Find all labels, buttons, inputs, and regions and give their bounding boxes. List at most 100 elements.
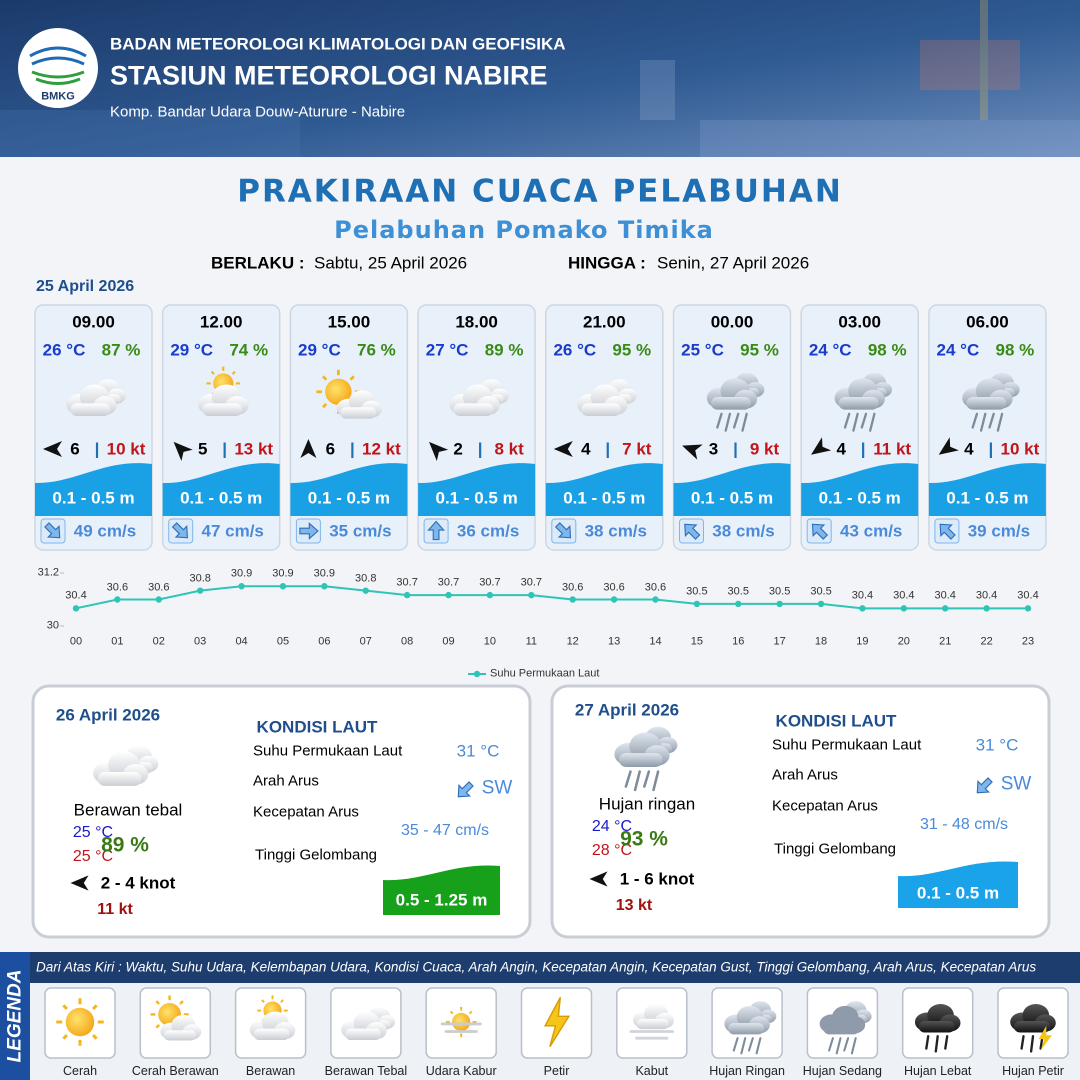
logo-text: BMKG bbox=[41, 90, 75, 103]
wave-area bbox=[290, 463, 408, 516]
sst-point bbox=[362, 587, 369, 594]
current-dir: SW bbox=[1000, 773, 1032, 795]
current-dir: SW bbox=[481, 777, 513, 799]
data-label: 30.4 bbox=[893, 589, 915, 602]
header-band bbox=[0, 0, 1080, 157]
data-label: 30.9 bbox=[272, 567, 294, 580]
sst-point bbox=[528, 591, 535, 599]
legend-item-label: Hujan Sedang bbox=[802, 1063, 883, 1078]
data-label: 30.8 bbox=[189, 572, 211, 585]
y-tick-label: 30 bbox=[46, 619, 59, 632]
sst-line bbox=[75, 585, 1028, 610]
legend-label: Suhu Permukaan Laut bbox=[490, 667, 600, 680]
gust-speed: 9 kt bbox=[749, 439, 780, 459]
data-label: 30.7 bbox=[396, 576, 418, 589]
legend-description: Dari Atas Kiri : Waktu, Suhu Udara, Kele… bbox=[36, 959, 1037, 975]
x-tick-label: 08 bbox=[401, 635, 414, 648]
current-dir-label: Arah Arus bbox=[253, 772, 319, 790]
humidity: 89 % bbox=[101, 833, 149, 857]
wind-speed: 2 bbox=[453, 439, 463, 459]
data-label: 30.6 bbox=[148, 581, 170, 593]
separator: | bbox=[860, 439, 866, 459]
humidity: 95 % bbox=[612, 340, 652, 360]
weather-text: Hujan ringan bbox=[598, 794, 696, 814]
x-tick-label: 23 bbox=[1021, 635, 1035, 648]
gust-speed: 8 kt bbox=[494, 439, 524, 459]
x-tick-label: 03 bbox=[194, 635, 207, 648]
current-speed: 36 cm/s bbox=[456, 521, 520, 541]
wind-speed: 6 bbox=[325, 439, 336, 459]
validity-label: HINGGA : bbox=[568, 253, 646, 273]
separator: | bbox=[605, 439, 611, 459]
temperature-min: 25 °C bbox=[72, 824, 114, 841]
sst-point bbox=[238, 583, 245, 590]
current-speed: 43 cm/s bbox=[839, 521, 903, 541]
sea-title: KONDISI LAUT bbox=[775, 711, 897, 731]
x-tick-label: 04 bbox=[235, 635, 248, 648]
logo-mark bbox=[31, 70, 85, 85]
x-tick-label: 07 bbox=[359, 635, 372, 648]
data-label: 30.6 bbox=[106, 581, 129, 593]
legend-item-label: Berawan Tebal bbox=[324, 1063, 408, 1078]
data-label: 30.7 bbox=[520, 576, 543, 589]
separator: | bbox=[94, 439, 100, 459]
humidity: 95 % bbox=[740, 340, 779, 360]
x-tick-label: 14 bbox=[649, 635, 662, 648]
current-speed: 39 cm/s bbox=[967, 521, 1031, 541]
wave-area bbox=[898, 861, 1018, 908]
sst-point bbox=[72, 605, 80, 612]
gust-speed: 11 kt bbox=[97, 901, 133, 918]
data-label: 30.4 bbox=[934, 589, 956, 602]
x-tick-label: 09 bbox=[442, 635, 455, 648]
sst-point bbox=[776, 600, 783, 608]
forecast-time: 12.00 bbox=[199, 312, 243, 332]
sst-point bbox=[942, 605, 949, 612]
wave-area bbox=[545, 463, 663, 516]
x-tick-label: 20 bbox=[897, 635, 910, 648]
temperature: 26 °C bbox=[42, 340, 86, 360]
current-speed: 31 - 48 cm/s bbox=[919, 816, 1009, 833]
wind-speed: 6 bbox=[70, 439, 80, 459]
sst-point bbox=[610, 596, 618, 603]
page-title: PRAKIRAAN CUACA PELABUHAN bbox=[237, 173, 843, 210]
wind-range: 2 - 4 knot bbox=[100, 873, 176, 893]
temperature: 29 °C bbox=[170, 340, 214, 360]
sst-point bbox=[817, 600, 825, 608]
x-tick-label: 21 bbox=[939, 635, 952, 648]
data-label: 30.5 bbox=[686, 585, 708, 598]
legend-item-label: Cerah Berawan bbox=[131, 1063, 219, 1078]
organization: BADAN METEOROLOGI KLIMATOLOGI DAN GEOFIS… bbox=[110, 34, 566, 54]
humidity: 98 % bbox=[995, 340, 1035, 360]
wind-speed: 4 bbox=[964, 439, 974, 459]
data-label: 30.5 bbox=[768, 585, 791, 598]
sea-title: KONDISI LAUT bbox=[256, 717, 378, 737]
validity-to: Senin, 27 April 2026 bbox=[657, 253, 810, 273]
legend-item-label: Hujan Lebat bbox=[903, 1063, 972, 1078]
logo bbox=[18, 28, 98, 108]
x-tick-label: 02 bbox=[152, 635, 165, 648]
sst-point bbox=[196, 587, 204, 594]
data-label: 30.8 bbox=[355, 572, 377, 585]
forecast-time: 15.00 bbox=[327, 312, 371, 332]
x-tick-label: 11 bbox=[525, 635, 538, 648]
forecast-time: 03.00 bbox=[838, 312, 881, 332]
day-date: 25 April 2026 bbox=[36, 278, 135, 295]
sst-point bbox=[900, 605, 908, 612]
x-tick-label: 00 bbox=[69, 635, 83, 648]
wind-speed: 5 bbox=[197, 439, 208, 459]
humidity: 98 % bbox=[867, 340, 907, 360]
x-tick-label: 18 bbox=[814, 635, 828, 648]
sst-point bbox=[114, 596, 121, 603]
temperature-min: 24 °C bbox=[591, 818, 633, 835]
separator: | bbox=[222, 439, 228, 459]
wind-range: 1 - 6 knot bbox=[619, 869, 695, 889]
x-tick-label: 22 bbox=[980, 635, 993, 648]
day-panel bbox=[31, 684, 532, 939]
data-label: 30.6 bbox=[644, 581, 667, 593]
page-subtitle: Pelabuhan Pomako Timika bbox=[334, 216, 714, 244]
wind-speed: 4 bbox=[581, 439, 591, 459]
legend-title: LEGENDA bbox=[4, 969, 26, 1063]
x-tick-label: 05 bbox=[276, 635, 290, 648]
forecast-time: 09.00 bbox=[72, 312, 115, 332]
